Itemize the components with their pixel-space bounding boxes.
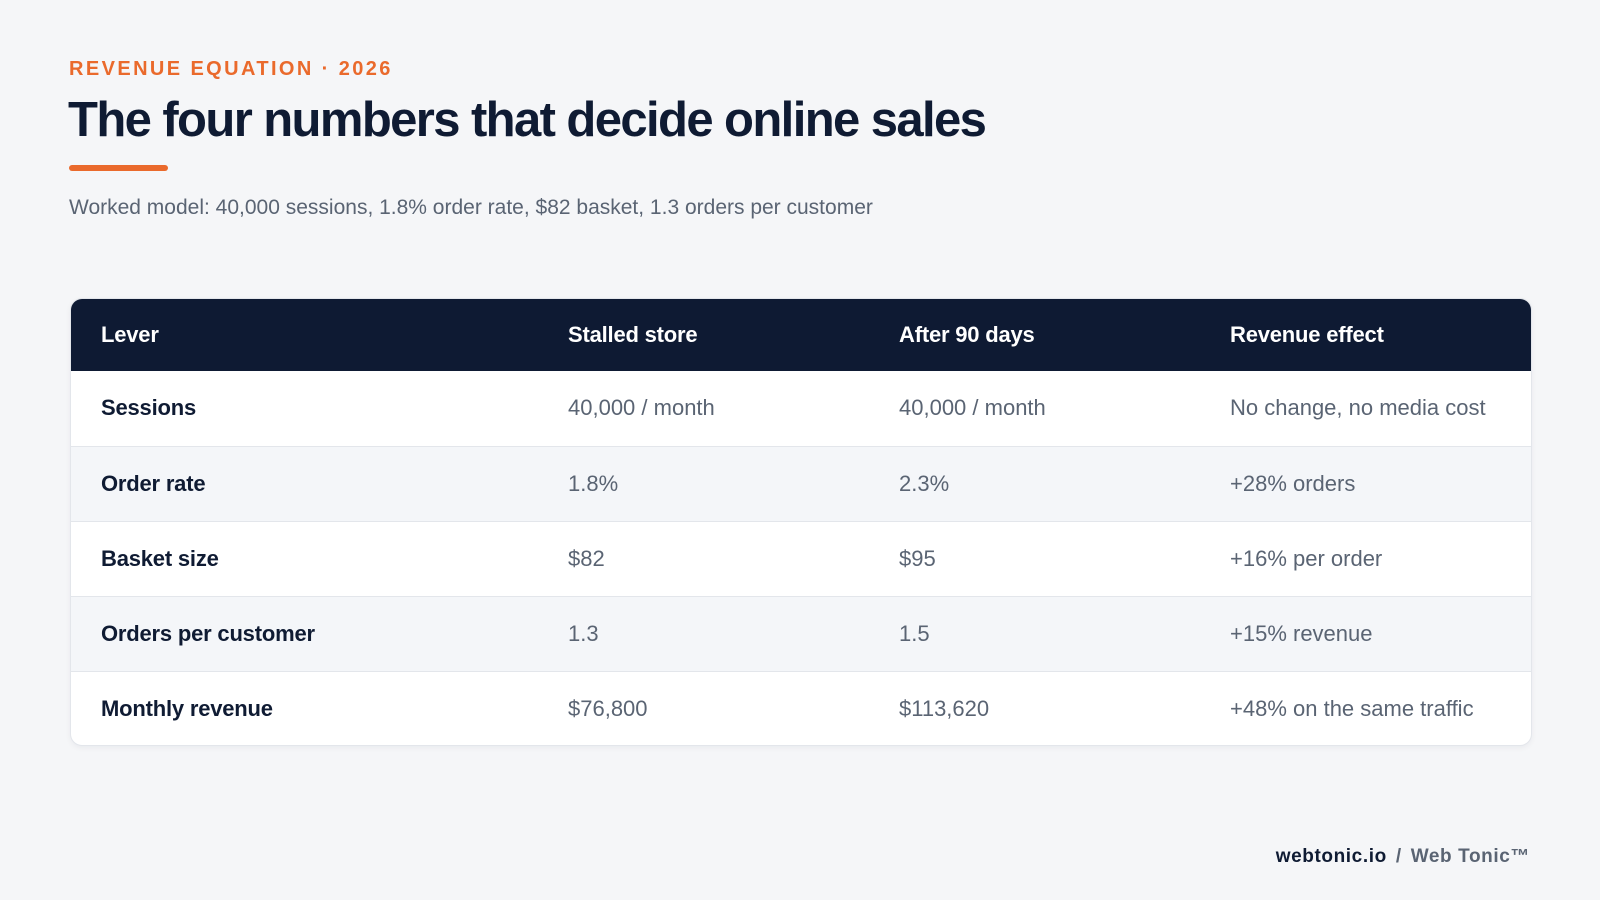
after-cell: 40,000 / month xyxy=(899,395,1046,421)
table-row: Order rate 1.8% 2.3% +28% orders xyxy=(71,446,1531,521)
revenue-table: Lever Stalled store After 90 days Revenu… xyxy=(71,299,1531,745)
footer-site-link[interactable]: webtonic.io xyxy=(1275,846,1387,867)
stalled-cell: $82 xyxy=(568,545,605,571)
effect-cell: +28% orders xyxy=(1230,470,1356,496)
table-row: Basket size $82 $95 +16% per order xyxy=(71,521,1531,596)
footer-credit: webtonic.io / Web Tonic™ xyxy=(1276,846,1530,868)
effect-cell: +15% revenue xyxy=(1230,620,1373,646)
page-subtitle: Worked model: 40,000 sessions, 1.8% orde… xyxy=(69,196,873,219)
lever-cell: Basket size xyxy=(101,545,219,571)
stalled-cell: 40,000 / month xyxy=(568,395,715,421)
column-header-revenue-effect: Revenue effect xyxy=(1230,322,1384,347)
lever-cell: Orders per customer xyxy=(101,620,315,646)
stalled-cell: 1.3 xyxy=(568,620,599,646)
after-cell: $113,620 xyxy=(899,695,990,721)
table-header-row: Lever Stalled store After 90 days Revenu… xyxy=(71,299,1531,371)
footer-brand-name: Web Tonic™ xyxy=(1410,846,1530,867)
after-cell: $95 xyxy=(899,545,936,571)
effect-cell: No change, no media cost xyxy=(1230,395,1486,421)
effect-cell: +48% on the same traffic xyxy=(1230,695,1474,721)
footer-separator: / xyxy=(1395,846,1402,867)
effect-cell: +16% per order xyxy=(1230,545,1383,571)
table-row: Sessions 40,000 / month 40,000 / month N… xyxy=(71,371,1531,446)
stalled-cell: $76,800 xyxy=(568,695,648,721)
column-header-after-90-days: After 90 days xyxy=(899,322,1035,347)
lever-cell: Sessions xyxy=(101,395,197,421)
stalled-cell: 1.8% xyxy=(568,470,619,496)
table-row: Monthly revenue $76,800 $113,620 +48% on… xyxy=(71,671,1531,745)
after-cell: 1.5 xyxy=(899,620,930,646)
after-cell: 2.3% xyxy=(899,470,950,496)
lever-cell: Order rate xyxy=(101,470,206,496)
eyebrow-label: REVENUE EQUATION · 2026 xyxy=(69,58,393,80)
page-title: The four numbers that decide online sale… xyxy=(68,93,987,147)
column-header-stalled-store: Stalled store xyxy=(568,322,698,347)
title-accent-rule xyxy=(69,165,168,171)
revenue-table-card: Lever Stalled store After 90 days Revenu… xyxy=(70,298,1532,746)
column-header-lever: Lever xyxy=(101,322,159,347)
lever-cell: Monthly revenue xyxy=(101,695,273,721)
table-row: Orders per customer 1.3 1.5 +15% revenue xyxy=(71,596,1531,671)
